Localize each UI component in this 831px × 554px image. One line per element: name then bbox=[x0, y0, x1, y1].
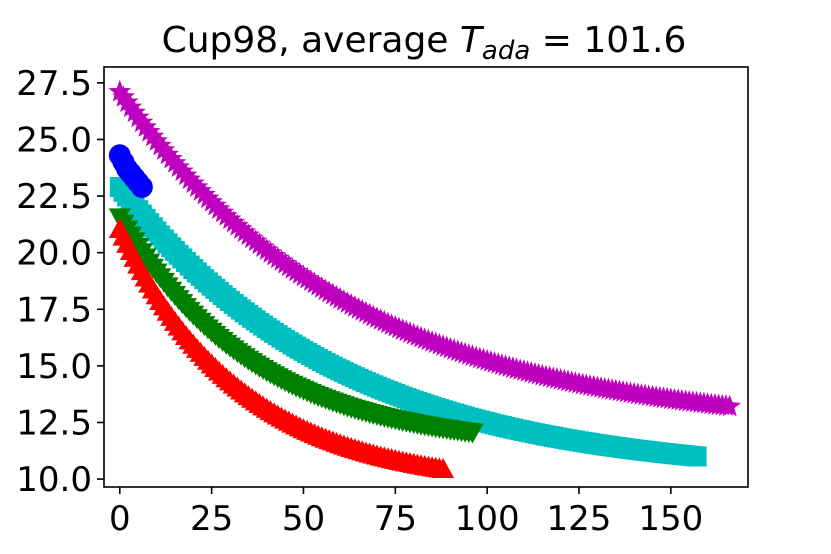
magenta-star-point bbox=[244, 229, 268, 252]
magenta-star-point bbox=[225, 213, 249, 236]
magenta-star-point bbox=[119, 95, 143, 118]
magenta-star-point bbox=[189, 179, 213, 201]
magenta-star-point bbox=[185, 175, 209, 197]
magenta-star-point bbox=[178, 167, 202, 190]
magenta-star-point bbox=[148, 133, 172, 156]
magenta-star-point bbox=[203, 193, 227, 216]
magenta-star-point bbox=[159, 146, 183, 169]
y-tick-label: 17.5 bbox=[16, 290, 92, 330]
magenta-star-point bbox=[145, 129, 168, 151]
magenta-star-point bbox=[211, 200, 235, 223]
x-axis: 0 25 50 75 100 125 150 bbox=[109, 487, 703, 539]
magenta-star-point bbox=[108, 79, 132, 102]
red-up-triangle-point bbox=[432, 458, 455, 479]
magenta-star-point bbox=[130, 110, 154, 133]
magenta-star-point bbox=[207, 197, 231, 219]
y-tick-label: 22.5 bbox=[16, 177, 92, 217]
chart-title: Cup98, average Tada = 101.6 bbox=[162, 20, 687, 66]
magenta-star-point bbox=[181, 171, 205, 194]
magenta-star-point bbox=[218, 207, 242, 230]
x-tick-label: 125 bbox=[547, 499, 612, 539]
magenta-star-point bbox=[152, 138, 176, 160]
magenta-star-point bbox=[123, 100, 146, 123]
magenta-star-point bbox=[196, 186, 220, 209]
y-tick-label: 15.0 bbox=[16, 347, 92, 387]
green-down-triangle-point bbox=[461, 423, 484, 444]
series-magenta-star bbox=[108, 79, 742, 417]
series-green-down-triangle bbox=[108, 208, 484, 444]
magenta-star-point bbox=[167, 155, 190, 177]
magenta-star-point bbox=[236, 223, 260, 246]
blue-circle-point bbox=[130, 176, 153, 198]
magenta-star-point bbox=[247, 232, 271, 255]
magenta-star-point bbox=[222, 210, 246, 233]
plot-frame bbox=[103, 66, 749, 488]
magenta-star-point bbox=[192, 182, 216, 205]
magenta-star-point bbox=[126, 105, 150, 128]
y-tick-label: 27.5 bbox=[16, 64, 92, 104]
x-tick-label: 25 bbox=[190, 499, 233, 539]
magenta-star-point bbox=[112, 85, 135, 107]
y-tick-label: 20.0 bbox=[16, 234, 92, 274]
magenta-star-point bbox=[200, 190, 224, 212]
x-tick-label: 75 bbox=[374, 499, 417, 539]
cyan-square-point bbox=[686, 446, 707, 467]
x-tick-label: 150 bbox=[638, 499, 703, 539]
magenta-star-point bbox=[229, 217, 253, 239]
y-tick-label: 25.0 bbox=[16, 120, 92, 160]
y-tick-label: 10.0 bbox=[16, 460, 92, 500]
magenta-star-point bbox=[240, 226, 264, 249]
x-tick-label: 50 bbox=[282, 499, 325, 539]
magenta-star-point bbox=[718, 394, 742, 417]
series-blue-circle bbox=[108, 144, 153, 198]
magenta-star-point bbox=[170, 159, 194, 182]
x-tick-label: 0 bbox=[109, 499, 131, 539]
y-tick-label: 12.5 bbox=[16, 403, 92, 443]
magenta-star-point bbox=[156, 142, 179, 165]
y-axis: 10.0 12.5 15.0 17.5 20.0 22.5 25.0 27.5 bbox=[16, 64, 104, 500]
magenta-star-point bbox=[115, 90, 139, 113]
magenta-star-point bbox=[233, 220, 257, 242]
series-red-up-triangle bbox=[108, 218, 455, 479]
magenta-star-point bbox=[134, 115, 157, 137]
data-marks bbox=[108, 79, 742, 479]
magenta-star-point bbox=[163, 151, 187, 173]
magenta-star-point bbox=[141, 124, 165, 147]
series-cyan-square bbox=[109, 177, 707, 467]
magenta-star-point bbox=[174, 163, 198, 186]
magenta-star-point bbox=[214, 204, 238, 226]
magenta-star-point bbox=[137, 119, 161, 142]
x-tick-label: 100 bbox=[455, 499, 520, 539]
